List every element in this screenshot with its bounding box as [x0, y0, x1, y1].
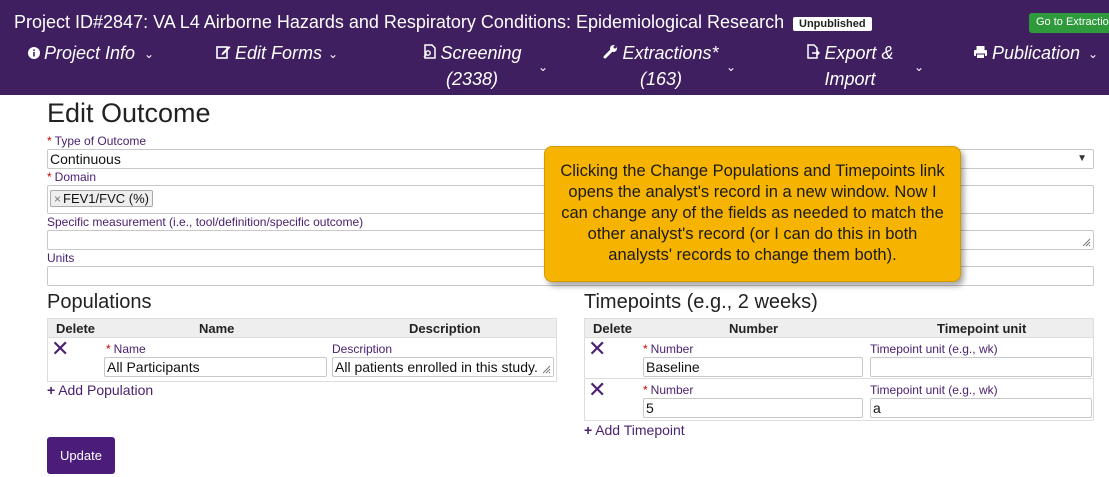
resize-grip-icon[interactable] [541, 364, 551, 374]
project-title: Project ID#2847: VA L4 Airborne Hazards … [14, 12, 785, 32]
specific-measurement-label: Specific measurement (i.e., tool/definit… [47, 215, 364, 229]
plus-icon: + [584, 422, 593, 438]
table-row: ✕ * Number Baseline Timepoint unit (e.g.,… [584, 338, 1094, 379]
remove-chip-icon[interactable]: × [54, 192, 62, 206]
col-delete: Delete [593, 321, 633, 336]
add-timepoint-link[interactable]: + Add Timepoint [584, 422, 685, 438]
population-description-textarea[interactable]: All patients enrolled in this study. [332, 357, 554, 377]
units-label: Units [47, 251, 75, 265]
edit-icon [216, 42, 231, 67]
top-navigation-bar: Project ID#2847: VA L4 Airborne Hazards … [0, 0, 1109, 95]
populations-heading: Populations [47, 291, 152, 313]
nav-screening[interactable]: Screening (2338) ⌄ [418, 41, 548, 92]
add-population-link[interactable]: + Add Population [47, 382, 154, 398]
nav-publication-label: Publication [992, 43, 1081, 63]
resize-grip-icon[interactable] [1081, 237, 1091, 247]
nav-export-import[interactable]: Export & Import ⌄ [800, 41, 924, 92]
delete-x-icon[interactable]: ✕ [51, 336, 70, 361]
domain-label: * Domain [47, 170, 97, 184]
nav-edit-forms[interactable]: Edit Forms ⌄ [216, 41, 342, 67]
col-number: Number [729, 321, 779, 336]
timepoint-unit-input[interactable] [870, 357, 1092, 377]
nav-edit-forms-label: Edit Forms [235, 43, 323, 63]
document-search-icon [422, 42, 437, 67]
nav-screening-count: (2338) [445, 69, 499, 89]
population-name-label: * Name [106, 342, 146, 356]
col-name: Name [199, 321, 235, 336]
timepoint-number-label: * Number [643, 342, 694, 356]
delete-x-icon[interactable]: ✕ [588, 336, 607, 361]
chevron-down-icon: ⌄ [914, 60, 925, 74]
tutorial-callout: Clicking the Change Populations and Time… [544, 146, 961, 282]
timepoint-unit-label: Timepoint unit (e.g., wk) [870, 383, 998, 397]
timepoint-number-input[interactable]: 5 [643, 398, 863, 418]
timepoint-unit-input[interactable]: a [870, 398, 1092, 418]
printer-icon [973, 42, 988, 67]
populations-table-header: Delete Name Description [47, 318, 557, 338]
col-delete: Delete [56, 321, 96, 336]
domain-chip[interactable]: × FEV1/FVC (%) [50, 190, 153, 207]
timepoint-unit-label: Timepoint unit (e.g., wk) [870, 342, 998, 356]
population-name-input[interactable]: All Participants [104, 357, 327, 377]
status-badge: Unpublished [793, 17, 872, 31]
table-row: ✕ * Name All Participants Description All… [47, 338, 557, 382]
update-button[interactable]: Update [47, 437, 115, 474]
file-export-icon [806, 42, 821, 67]
go-to-extractions-button[interactable]: Go to Extractions [1029, 13, 1109, 33]
nav-export-label: Export & [824, 43, 894, 63]
table-row: ✕ * Number 5 Timepoint unit (e.g., wk) a [584, 379, 1094, 421]
nav-project-info-label: Project Info [44, 43, 136, 63]
wrench-icon [603, 42, 618, 67]
chevron-down-icon: ⌄ [726, 60, 737, 74]
timepoint-number-label: * Number [643, 383, 694, 397]
timepoints-heading: Timepoints (e.g., 2 weeks) [584, 291, 818, 313]
col-timepoint-unit: Timepoint unit [937, 321, 1027, 336]
timepoints-table-header: Delete Number Timepoint unit [584, 318, 1094, 338]
nav-extractions[interactable]: Extractions* (163) ⌄ [600, 41, 736, 92]
timepoint-number-input[interactable]: Baseline [643, 357, 863, 377]
chevron-down-icon: ⌄ [328, 47, 339, 61]
plus-icon: + [47, 382, 56, 398]
page-title: Edit Outcome [47, 98, 211, 128]
nav-import-label: Import [824, 69, 876, 89]
nav-screening-label: Screening [440, 43, 522, 63]
caret-down-icon: ▼ [1077, 153, 1087, 164]
delete-x-icon[interactable]: ✕ [588, 377, 607, 402]
info-circle-icon [28, 42, 40, 67]
nav-project-info[interactable]: Project Info ⌄ [28, 41, 156, 67]
chevron-down-icon: ⌄ [538, 60, 549, 74]
chevron-down-icon: ⌄ [1088, 47, 1099, 61]
nav-publication[interactable]: Publication ⌄ [973, 41, 1105, 67]
type-of-outcome-label: * Type of Outcome [47, 134, 147, 148]
nav-extractions-label: Extractions* [622, 43, 719, 63]
col-description: Description [409, 321, 481, 336]
nav-extractions-count: (163) [639, 69, 683, 89]
population-description-label: Description [332, 342, 393, 356]
chevron-down-icon: ⌄ [144, 47, 155, 61]
